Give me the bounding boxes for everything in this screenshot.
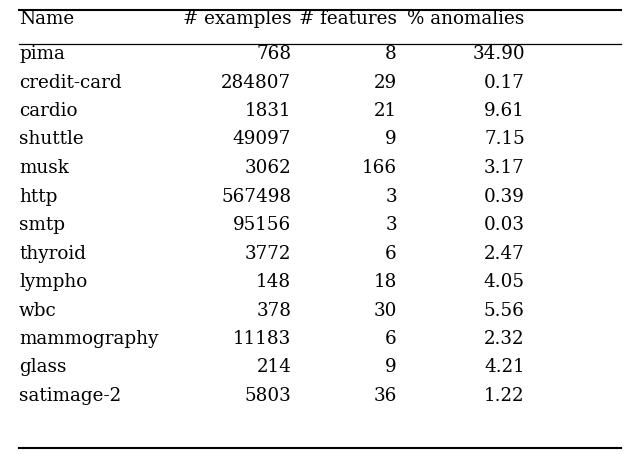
Text: % anomalies: % anomalies — [408, 10, 525, 28]
Text: # examples: # examples — [182, 10, 291, 28]
Text: 3: 3 — [385, 216, 397, 234]
Text: 21: 21 — [374, 102, 397, 120]
Text: 4.21: 4.21 — [484, 359, 525, 376]
Text: 1831: 1831 — [244, 102, 291, 120]
Text: 5803: 5803 — [244, 387, 291, 405]
Text: 6: 6 — [385, 245, 397, 262]
Text: lympho: lympho — [19, 273, 88, 291]
Text: # features: # features — [299, 10, 397, 28]
Text: 148: 148 — [256, 273, 291, 291]
Text: 30: 30 — [373, 301, 397, 320]
Text: 6: 6 — [385, 330, 397, 348]
Text: 378: 378 — [256, 301, 291, 320]
Text: wbc: wbc — [19, 301, 57, 320]
Text: 1.22: 1.22 — [484, 387, 525, 405]
Text: 29: 29 — [374, 74, 397, 92]
Text: 11183: 11183 — [233, 330, 291, 348]
Text: 36: 36 — [373, 387, 397, 405]
Text: Name: Name — [19, 10, 74, 28]
Text: 2.32: 2.32 — [484, 330, 525, 348]
Text: satimage-2: satimage-2 — [19, 387, 122, 405]
Text: thyroid: thyroid — [19, 245, 86, 262]
Text: 3.17: 3.17 — [484, 159, 525, 177]
Text: credit-card: credit-card — [19, 74, 122, 92]
Text: 49097: 49097 — [233, 130, 291, 148]
Text: 3062: 3062 — [244, 159, 291, 177]
Text: musk: musk — [19, 159, 69, 177]
Text: 166: 166 — [362, 159, 397, 177]
Text: 3772: 3772 — [245, 245, 291, 262]
Text: 2.47: 2.47 — [484, 245, 525, 262]
Text: 3: 3 — [385, 188, 397, 206]
Text: cardio: cardio — [19, 102, 77, 120]
Text: 0.17: 0.17 — [484, 74, 525, 92]
Text: 567498: 567498 — [221, 188, 291, 206]
Text: 5.56: 5.56 — [484, 301, 525, 320]
Text: 284807: 284807 — [221, 74, 291, 92]
Text: 18: 18 — [373, 273, 397, 291]
Text: 9.61: 9.61 — [484, 102, 525, 120]
Text: mammography: mammography — [19, 330, 159, 348]
Text: glass: glass — [19, 359, 67, 376]
Text: 0.39: 0.39 — [484, 188, 525, 206]
Text: 214: 214 — [257, 359, 291, 376]
Text: 34.90: 34.90 — [472, 45, 525, 63]
Text: 95156: 95156 — [233, 216, 291, 234]
Text: pima: pima — [19, 45, 65, 63]
Text: 7.15: 7.15 — [484, 130, 525, 148]
Text: smtp: smtp — [19, 216, 65, 234]
Text: 8: 8 — [385, 45, 397, 63]
Text: 768: 768 — [256, 45, 291, 63]
Text: 0.03: 0.03 — [484, 216, 525, 234]
Text: shuttle: shuttle — [19, 130, 84, 148]
Text: 4.05: 4.05 — [484, 273, 525, 291]
Text: 9: 9 — [385, 130, 397, 148]
Text: http: http — [19, 188, 58, 206]
Text: 9: 9 — [385, 359, 397, 376]
